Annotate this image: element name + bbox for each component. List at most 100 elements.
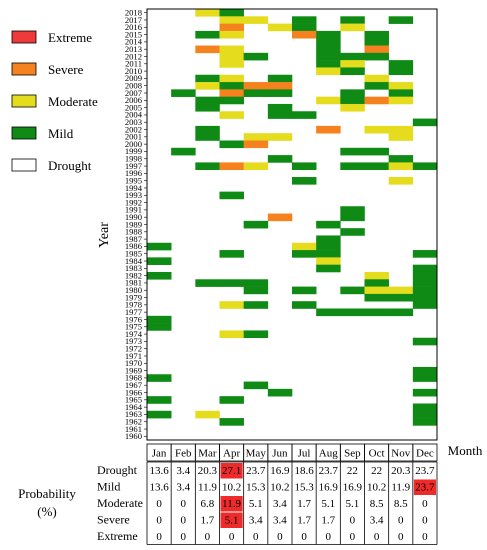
prob-cell-mild-may: 15.3 [246,482,266,494]
month-label-mar: Mar [198,448,217,460]
prob-cell-mild-oct: 10.2 [367,482,386,494]
cell-1977-oct [364,308,389,317]
cell-1980-may [243,286,269,295]
year-label-2009: 2009 [125,73,142,83]
cell-1993-apr [219,191,244,200]
prob-cell-severe-oct: 3.4 [370,515,384,527]
cell-1997-oct [364,162,389,171]
year-label-1971: 1971 [125,351,142,361]
cell-1974-may [243,330,269,339]
year-label-1982: 1982 [125,270,142,280]
cell-1995-nov [388,177,414,185]
year-label-1989: 1989 [125,219,142,229]
prob-row-label-drought: Drought [97,463,138,477]
prob-cell-severe-may: 3.4 [249,515,263,527]
cell-1965-apr [219,396,244,404]
cell-2008-apr [219,82,244,90]
legend-swatch-drought [11,158,37,172]
prob-cell-severe-mar: 1.7 [201,515,215,527]
prob-cell-severe-nov: 0 [398,515,404,527]
year-label-2013: 2013 [125,44,142,54]
cell-2007-sep [340,89,365,97]
prob-row-label-moderate: Moderate [97,496,143,510]
year-label-1981: 1981 [125,278,142,288]
year-label-1984: 1984 [125,256,143,266]
cell-2013-mar [195,45,220,54]
cell-1986-aug [316,242,341,251]
cell-1982-oct [364,271,389,280]
cell-2015-oct [364,30,389,39]
year-label-1966: 1966 [125,387,143,397]
year-label-1978: 1978 [125,300,142,310]
cell-2013-apr [219,45,244,54]
prob-cell-severe-dec: 0 [422,515,428,527]
prob-cell-moderate-may: 5.1 [249,498,263,510]
cell-1999-oct [364,147,389,156]
year-label-1964: 1964 [125,402,143,412]
year-label-1974: 1974 [125,329,143,339]
cell-2011-apr [219,60,244,68]
year-label-2001: 2001 [125,132,142,142]
prob-cell-drought-feb: 3.4 [176,465,190,477]
year-label-1996: 1996 [125,168,143,178]
year-label-1987: 1987 [125,234,143,244]
year-label-2017: 2017 [125,15,143,25]
prob-cell-extreme-jul: 0 [301,531,307,543]
legend-label-drought: Drought [48,158,92,173]
cell-2010-nov [388,67,414,76]
cell-1976-jan [147,315,172,324]
year-label-1961: 1961 [125,424,142,434]
cell-2001-may [243,133,269,141]
year-label-2000: 2000 [125,139,142,149]
cell-2012-sep [340,52,365,61]
cell-2002-mar [195,125,220,134]
legend-swatch-extreme [11,30,37,44]
year-label-1968: 1968 [125,373,142,383]
cell-1991-sep [340,206,365,214]
cell-1981-oct [364,279,389,287]
year-label-2018: 2018 [125,7,142,17]
cell-2010-aug [316,67,341,76]
prob-cell-mild-dec: 23.7 [415,482,435,494]
cell-2004-apr [219,111,244,119]
cell-2006-apr [219,96,244,105]
prob-cell-extreme-may: 0 [253,531,259,543]
legend-label-moderate: Moderate [48,94,98,109]
year-label-1965: 1965 [125,395,142,405]
year-label-1980: 1980 [125,285,142,295]
month-label-apr: Apr [223,448,240,460]
month-label-jul: Jul [298,448,311,460]
cell-1997-jul [292,162,317,171]
cell-1979-oct [364,293,389,302]
prob-row-label-severe: Severe [97,513,130,527]
legend-swatch-severe [11,62,37,76]
cell-2001-nov [388,133,414,141]
prob-cell-moderate-jun: 3.4 [273,498,287,510]
cell-2017-sep [340,16,365,24]
prob-cell-drought-nov: 20.3 [391,465,411,477]
cell-2008-oct [364,82,389,90]
cell-2015-mar [195,30,220,39]
cell-1984-aug [316,257,341,265]
year-label-1963: 1963 [125,409,142,419]
cell-2012-oct [364,52,389,61]
cell-1980-nov [388,286,414,295]
cell-1975-jan [147,323,172,331]
cell-2006-mar [195,96,220,105]
prob-cell-extreme-oct: 0 [374,531,380,543]
cell-1966-jun [267,388,293,397]
cell-1997-may [243,162,269,171]
cell-1963-mar [195,410,220,419]
cell-1980-jul [292,286,317,295]
prob-cell-extreme-dec: 0 [422,531,428,543]
cell-1985-aug [316,250,341,258]
year-label-1998: 1998 [125,154,142,164]
cell-2009-mar [195,74,220,83]
year-label-2006: 2006 [125,95,143,105]
probability-label: Probability (%) [18,486,76,519]
year-label-1977: 1977 [125,307,143,317]
cell-1966-dec [412,388,438,397]
cell-1969-dec [412,366,438,375]
prob-cell-mild-aug: 16.9 [319,482,339,494]
